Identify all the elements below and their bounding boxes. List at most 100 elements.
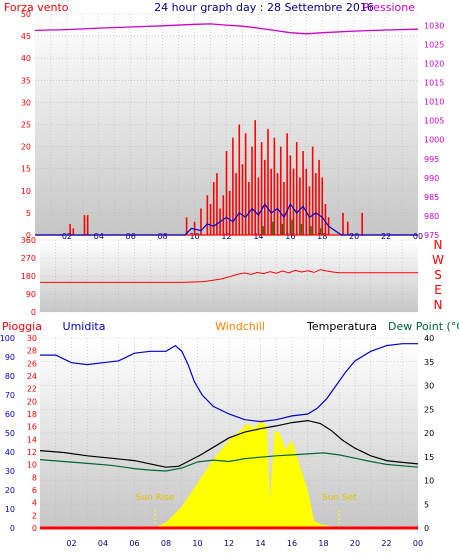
wind-x-tick: 04: [94, 232, 104, 241]
temperature-tick: 20: [424, 429, 434, 438]
wind-x-tick: 12: [221, 232, 231, 241]
rain-tick: 14: [27, 435, 37, 444]
wind-x-tick: 06: [126, 232, 136, 241]
direction-tick: 360: [21, 236, 36, 245]
pressure-tick: 1005: [424, 117, 444, 126]
wind-left-tick: 20: [21, 143, 31, 152]
dewpoint-line: [39, 452, 419, 472]
humidity-tick: 80: [5, 372, 15, 381]
rain-tick: 2: [32, 511, 37, 520]
rain-tick: 18: [27, 410, 37, 419]
humidity-tick: 70: [5, 391, 15, 400]
wind-left-tick: 25: [21, 121, 31, 130]
humidity-tick: 20: [5, 486, 15, 495]
wind-left-tick: 0: [26, 231, 31, 240]
humidity-tick: 60: [5, 410, 15, 419]
temp-x-tick: 18: [318, 539, 328, 548]
temperature-chart-labels: Pioggia Umidita Windchill Temperatura Dew Po…: [2, 320, 459, 333]
wind-x-tick: 08: [158, 232, 168, 241]
temp-x-tick: 10: [192, 539, 202, 548]
pressure-tick: 990: [424, 174, 439, 183]
temperature-tick: 15: [424, 453, 434, 462]
temperature-chart-label: Pioggia: [2, 320, 42, 333]
pressure-tick: 1030: [424, 21, 444, 30]
temp-x-tick: 12: [224, 539, 234, 548]
rain-tick: 26: [27, 359, 37, 368]
wind-left-tick: 15: [21, 165, 31, 174]
temp-x-tick: 00: [413, 539, 423, 548]
wind-left-tick: 5: [26, 209, 31, 218]
temperature-chart-label: Temperatura: [306, 320, 377, 333]
temperature-tick: 30: [424, 382, 434, 391]
wind-left-label: Forza vento: [4, 1, 69, 14]
humidity-tick: 10: [5, 505, 15, 514]
wind-right-label: Pressione: [363, 1, 416, 14]
wind-x-tick: 18: [317, 232, 327, 241]
temp-x-tick: 14: [255, 539, 265, 548]
wind-left-tick: 30: [21, 98, 31, 107]
direction-tick: 0: [31, 308, 36, 317]
rain-tick: 6: [32, 486, 37, 495]
rain-tick: 12: [27, 448, 37, 457]
temperature-tick: 0: [424, 524, 429, 533]
wind-direction-line: [40, 269, 418, 283]
compass-label: W: [432, 253, 444, 267]
wind-left-tick: 45: [21, 32, 31, 41]
rain-tick: 24: [27, 372, 37, 381]
rain-tick: 22: [27, 385, 37, 394]
temp-x-tick: 16: [287, 539, 297, 548]
temperature-tick: 5: [424, 500, 429, 509]
humidity-tick: 30: [5, 467, 15, 476]
direction-tick: 180: [21, 272, 36, 281]
pressure-tick: 995: [424, 155, 439, 164]
wind-x-tick: 22: [381, 232, 391, 241]
temperature-tick: 40: [424, 334, 434, 343]
temperature-chart-label: Umidita: [63, 320, 106, 333]
humidity-tick: 100: [0, 334, 15, 343]
temp-x-tick: 22: [381, 539, 391, 548]
compass-label: N: [434, 298, 443, 312]
graph-title: 24 hour graph day : 28 Settembre 2016: [154, 1, 374, 14]
temperature-line: [39, 419, 419, 468]
wind-x-tick: 14: [253, 232, 263, 241]
temperature-tick: 25: [424, 405, 434, 414]
pressure-tick: 1025: [424, 40, 444, 49]
compass-label: N: [434, 238, 443, 252]
pressure-tick: 980: [424, 212, 439, 221]
pressure-line: [34, 23, 419, 35]
wind-x-tick: 16: [285, 232, 295, 241]
wind-left-tick: 50: [21, 10, 31, 19]
wind-x-tick: 20: [349, 232, 359, 241]
wind-x-tick: 10: [189, 232, 199, 241]
pressure-tick: 975: [424, 231, 439, 240]
temp-x-tick: 08: [161, 539, 171, 548]
rain-tick: 10: [27, 461, 37, 470]
rain-tick: 4: [32, 499, 37, 508]
wind-x-tick: 00: [413, 232, 423, 241]
wind-average-line: [35, 202, 418, 236]
humidity-line: [40, 343, 418, 423]
direction-tick: 270: [21, 254, 36, 263]
rain-tick: 8: [32, 473, 37, 482]
temp-x-tick: 06: [129, 539, 139, 548]
rain-tick: 0: [32, 524, 37, 533]
wind-left-tick: 10: [21, 187, 31, 196]
pressure-tick: 1010: [424, 98, 444, 107]
rain-tick: 28: [27, 347, 37, 356]
rain-tick: 30: [27, 334, 37, 343]
temp-x-tick: 02: [66, 539, 76, 548]
compass-label: S: [434, 268, 442, 282]
wind-x-tick: 02: [62, 232, 72, 241]
sun-set-label: Sun Set: [322, 493, 357, 503]
humidity-tick: 90: [5, 353, 15, 362]
rain-tick: 16: [27, 423, 37, 432]
wind-left-tick: 35: [21, 76, 31, 85]
direction-tick: 90: [26, 290, 36, 299]
compass-label: E: [434, 283, 442, 297]
solar-radiation-area: [155, 421, 340, 528]
wind-left-tick: 40: [21, 54, 31, 63]
